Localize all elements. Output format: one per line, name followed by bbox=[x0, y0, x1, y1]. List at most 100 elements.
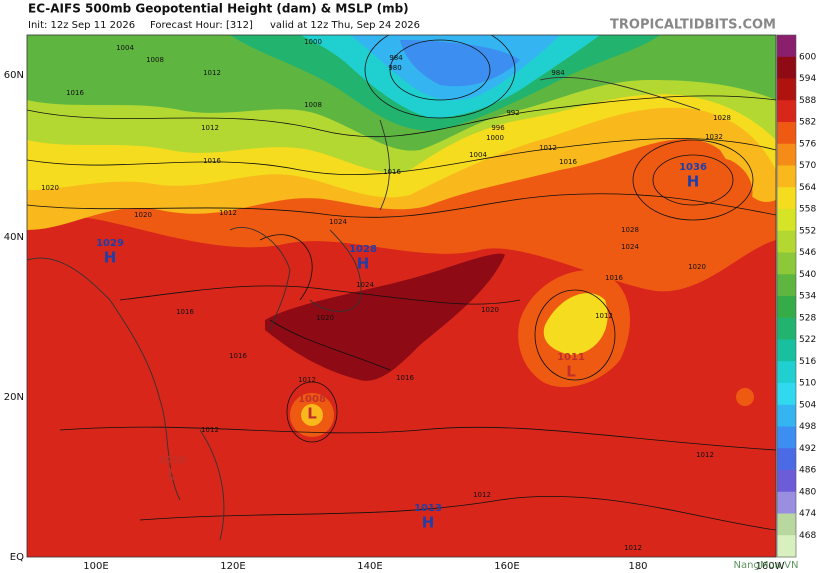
lon-label: 120E bbox=[220, 561, 245, 572]
colorbar-label: 504 bbox=[799, 400, 816, 410]
init: Init: 12z Sep 11 2026 bbox=[28, 20, 135, 31]
isobar-label: 1004 bbox=[116, 44, 134, 52]
colorbar-swatch bbox=[777, 535, 796, 558]
center-value: 1029 bbox=[96, 238, 124, 249]
colorbar-swatch bbox=[777, 209, 796, 232]
title: EC-AIFS 500mb Geopotential Height (dam) … bbox=[28, 2, 409, 16]
center-value: 1010 bbox=[158, 455, 186, 466]
colorbar-label: 564 bbox=[799, 183, 816, 193]
isobar-label: 1012 bbox=[595, 312, 613, 320]
isobar-label: 992 bbox=[506, 109, 519, 117]
isobar-label: 984 bbox=[551, 69, 565, 77]
colorbar-swatch bbox=[777, 361, 796, 384]
lat-label: EQ bbox=[10, 552, 24, 563]
colorbar-label: 474 bbox=[799, 509, 816, 519]
isobar-label: 1020 bbox=[481, 306, 499, 314]
watermark: NangMua.VN bbox=[734, 560, 799, 571]
colorbar-label: 528 bbox=[799, 313, 816, 323]
center-letter: H bbox=[104, 249, 117, 267]
isobar-label: 1028 bbox=[621, 226, 639, 234]
isobar-label: 1012 bbox=[219, 209, 237, 217]
colorbar-swatch bbox=[777, 78, 796, 101]
center-value: 1036 bbox=[679, 162, 707, 173]
colorbar-label: 546 bbox=[799, 248, 816, 258]
lon-label: 140E bbox=[357, 561, 382, 572]
colorbar-swatch bbox=[777, 122, 796, 145]
isobar-label: 1024 bbox=[356, 281, 374, 289]
colorbar-swatch bbox=[777, 513, 796, 536]
forecast-hour: Forecast Hour: [312] bbox=[150, 20, 253, 31]
colorbar-label: 498 bbox=[799, 422, 816, 432]
colorbar-label: 588 bbox=[799, 96, 816, 106]
isobar-label: 1020 bbox=[316, 314, 334, 322]
colorbar-swatch bbox=[777, 165, 796, 188]
center-letter: L bbox=[307, 405, 317, 423]
colorbar-label: 534 bbox=[799, 292, 816, 302]
colorbar-label: 594 bbox=[799, 74, 816, 84]
isobar-label: 1008 bbox=[304, 101, 322, 109]
center-letter: L bbox=[566, 363, 576, 381]
colorbar-label: 516 bbox=[799, 357, 816, 367]
colorbar-label: 492 bbox=[799, 444, 816, 454]
center-value: 1013 bbox=[414, 503, 442, 514]
colorbar-label: 570 bbox=[799, 161, 816, 171]
colorbar-swatch bbox=[777, 383, 796, 406]
isobar-label: 1012 bbox=[696, 451, 714, 459]
isobar-label: 1028 bbox=[713, 114, 731, 122]
colorbar-label: 522 bbox=[799, 335, 816, 345]
lon-label: 160E bbox=[494, 561, 519, 572]
colorbar-frame bbox=[776, 34, 797, 558]
lon-label: 180 bbox=[628, 561, 647, 572]
isobar-label: 1024 bbox=[329, 218, 347, 226]
colorbar-label: 552 bbox=[799, 226, 816, 236]
isobar-label: 1016 bbox=[396, 374, 414, 382]
lon-label: 100E bbox=[83, 561, 108, 572]
isobar-label: 1012 bbox=[473, 491, 491, 499]
isobar-label: 1012 bbox=[201, 426, 219, 434]
valid-time: valid at 12z Thu, Sep 24 2026 bbox=[270, 20, 420, 31]
colorbar-label: 510 bbox=[799, 379, 816, 389]
map-fill bbox=[27, 35, 776, 557]
center-letter: H bbox=[422, 514, 435, 532]
colorbar-swatch bbox=[777, 56, 796, 79]
colorbar-swatch bbox=[777, 339, 796, 362]
isobar-label: 1020 bbox=[688, 263, 706, 271]
lat-label: 40N bbox=[4, 232, 24, 243]
isobar-label: 1016 bbox=[383, 168, 401, 176]
isobar-label: 1004 bbox=[469, 151, 487, 159]
isobar-label: 996 bbox=[491, 124, 505, 132]
isobar-label: 1024 bbox=[621, 243, 639, 251]
isobar-label: 1016 bbox=[203, 157, 221, 165]
colorbar-label: 468 bbox=[799, 531, 816, 541]
isobar-label: 1012 bbox=[624, 544, 642, 552]
colorbar-label: 480 bbox=[799, 487, 816, 497]
isobar-label: 1016 bbox=[605, 274, 623, 282]
isobar-label: 1000 bbox=[304, 38, 322, 46]
colorbar-swatch bbox=[777, 470, 796, 493]
colorbar-swatch bbox=[777, 143, 796, 166]
colorbar-swatch bbox=[777, 252, 796, 275]
colorbar-swatch bbox=[777, 448, 796, 471]
colorbar-swatch bbox=[777, 317, 796, 340]
isobar-label: 984 bbox=[389, 54, 403, 62]
colorbar-swatch bbox=[777, 491, 796, 514]
center-letter: H bbox=[357, 255, 370, 273]
colorbar-label: 600 bbox=[799, 52, 816, 62]
isobar-label: 1016 bbox=[176, 308, 194, 316]
isobar-label: 1032 bbox=[705, 133, 723, 141]
isobar-label: 1012 bbox=[203, 69, 221, 77]
colorbar-label: 558 bbox=[799, 205, 816, 215]
center-value: 1008 bbox=[298, 394, 326, 405]
colorbar-swatch bbox=[777, 426, 796, 449]
isobar-label: 980 bbox=[388, 64, 401, 72]
isobar-label: 1016 bbox=[229, 352, 247, 360]
center-value: 1028 bbox=[349, 244, 377, 255]
colorbar-label: 582 bbox=[799, 118, 816, 128]
isobar-label: 1008 bbox=[146, 56, 164, 64]
colorbar-swatch bbox=[777, 100, 796, 123]
colorbar-swatch bbox=[777, 404, 796, 427]
colorbar-label: 540 bbox=[799, 270, 816, 280]
colorbar-swatch bbox=[777, 296, 796, 319]
